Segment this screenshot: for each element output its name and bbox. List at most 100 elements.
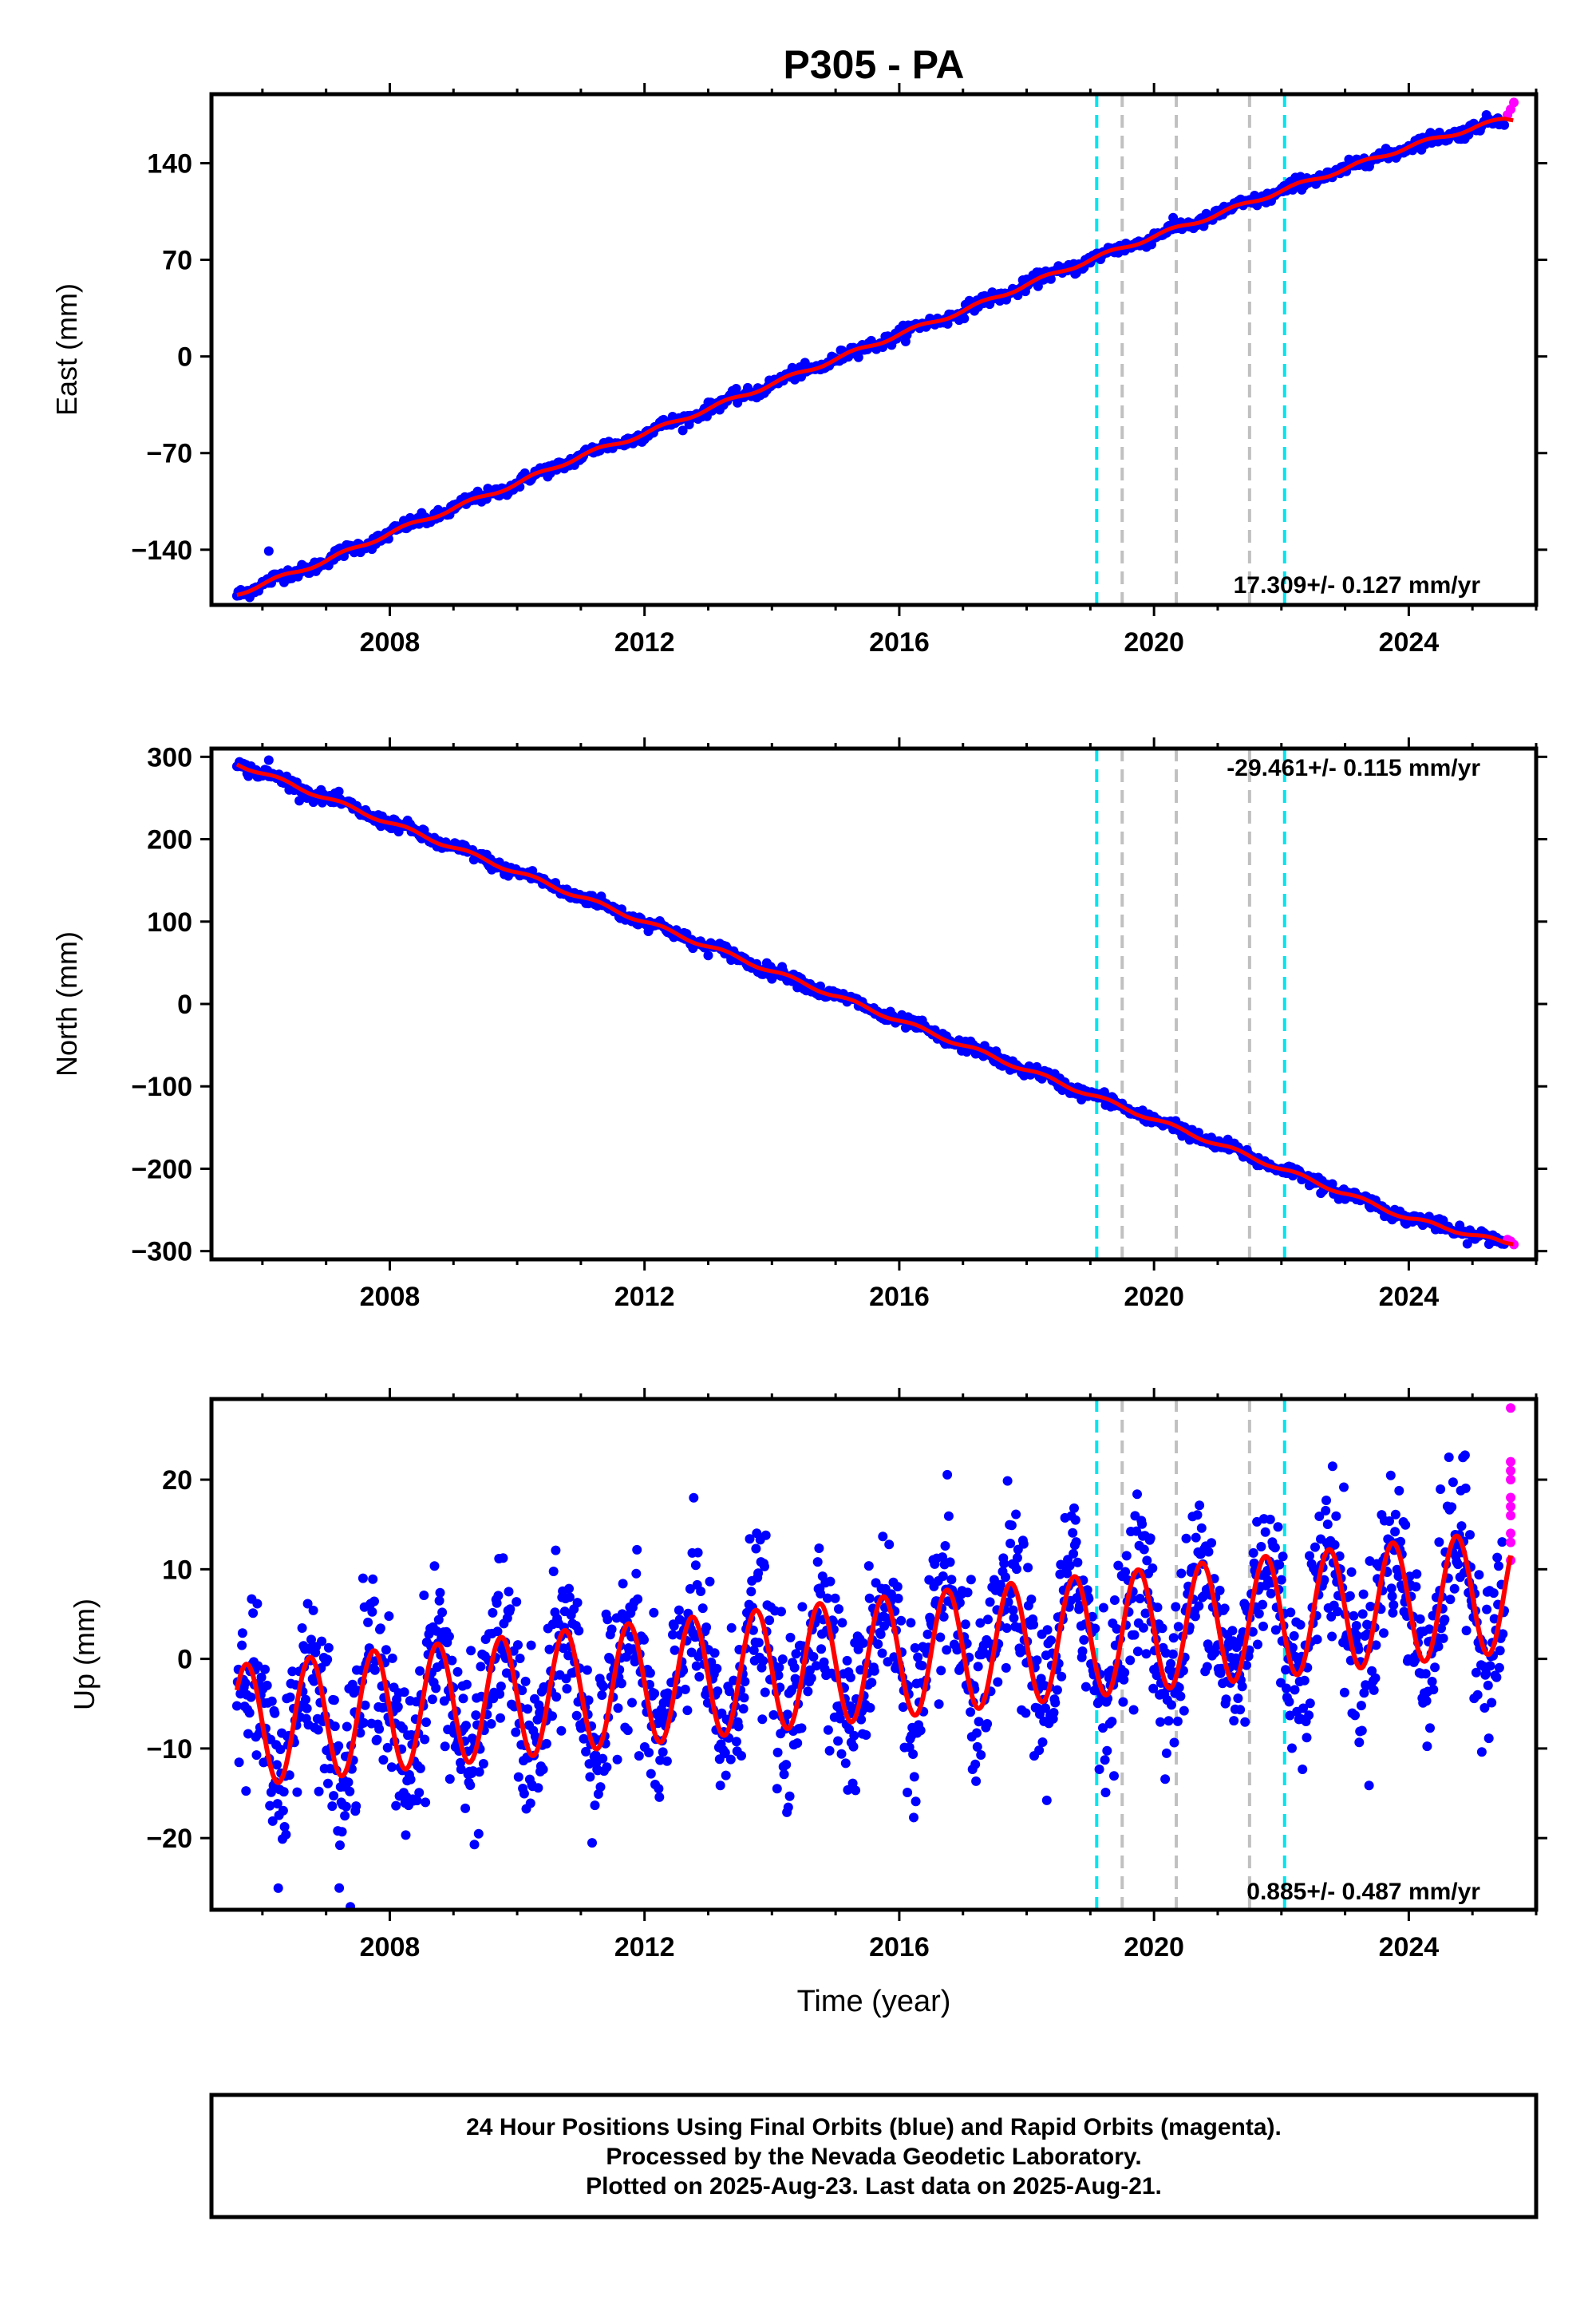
- final-orbit-point: [526, 1640, 536, 1650]
- final-orbit-point: [814, 1543, 824, 1553]
- final-orbit-point: [504, 1587, 514, 1597]
- final-orbit-point: [398, 1723, 408, 1733]
- final-orbit-point: [725, 1686, 735, 1697]
- rapid-orbit-point: [1506, 1492, 1516, 1503]
- final-orbit-point: [345, 1786, 355, 1796]
- final-orbit-point: [598, 1753, 608, 1764]
- final-orbit-point: [772, 1784, 782, 1794]
- final-orbit-point: [1356, 1701, 1366, 1711]
- final-orbit-point: [1350, 1710, 1360, 1721]
- up-ylabel: Up (mm): [68, 1599, 101, 1710]
- final-orbit-point: [776, 1607, 786, 1617]
- final-orbit-point: [782, 1709, 792, 1720]
- final-orbit-point: [1440, 1614, 1450, 1625]
- y-tick-label: 140: [147, 148, 192, 179]
- final-orbit-point: [534, 1700, 544, 1710]
- final-orbit-point: [602, 1762, 612, 1773]
- final-orbit-point: [713, 1686, 723, 1697]
- x-tick-label: 2012: [614, 1932, 675, 1962]
- final-orbit-point: [517, 1686, 527, 1696]
- x-tick-label: 2016: [869, 627, 930, 658]
- final-orbit-point: [975, 1618, 986, 1628]
- final-orbit-point: [911, 1796, 921, 1807]
- final-orbit-point: [753, 1638, 764, 1648]
- final-orbit-point: [909, 1772, 919, 1782]
- final-orbit-point: [922, 1629, 933, 1639]
- final-orbit-point: [1148, 1683, 1159, 1694]
- final-orbit-point: [946, 1575, 957, 1585]
- final-orbit-point: [898, 1702, 908, 1712]
- final-orbit-point: [292, 1787, 302, 1797]
- final-orbit-point: [1445, 1595, 1456, 1605]
- final-orbit-point: [830, 1593, 840, 1603]
- x-tick-label: 2008: [360, 627, 421, 658]
- final-orbit-point: [367, 1607, 377, 1617]
- final-orbit-point: [823, 1725, 833, 1735]
- final-orbit-point: [1304, 1710, 1314, 1721]
- final-orbit-point: [875, 1629, 886, 1639]
- final-orbit-point: [1369, 1685, 1379, 1695]
- final-orbit-point: [792, 1738, 803, 1749]
- north-ylabel: North (mm): [50, 931, 83, 1077]
- final-orbit-point: [938, 1571, 948, 1581]
- final-orbit-point: [739, 1693, 749, 1703]
- final-orbit-point: [1412, 1569, 1422, 1579]
- final-orbit-point: [1471, 1667, 1481, 1678]
- final-orbit-point: [1485, 1661, 1495, 1671]
- final-orbit-point: [654, 1792, 665, 1802]
- final-orbit-point: [590, 1800, 600, 1811]
- final-orbit-point: [1240, 1717, 1250, 1727]
- final-orbit-point: [1069, 1548, 1079, 1559]
- final-orbit-point: [1011, 1509, 1021, 1520]
- final-orbit-point: [414, 1788, 425, 1798]
- final-orbit-point: [1353, 1644, 1364, 1654]
- final-orbit-point: [1129, 1630, 1140, 1640]
- final-orbit-point: [458, 1694, 468, 1704]
- final-orbit-point: [924, 1575, 934, 1585]
- final-orbit-point: [1009, 1613, 1019, 1623]
- final-orbit-point: [237, 1628, 247, 1638]
- final-orbit-point: [842, 1655, 852, 1666]
- final-orbit-point: [1351, 1621, 1361, 1630]
- final-orbit-point: [1339, 1687, 1349, 1697]
- final-orbit-point: [284, 1770, 294, 1780]
- final-orbit-point: [369, 1596, 379, 1607]
- final-orbit-point: [1389, 1600, 1399, 1611]
- final-orbit-point: [680, 1684, 690, 1694]
- final-orbit-point: [884, 1539, 895, 1550]
- final-orbit-point: [658, 1747, 668, 1757]
- rapid-orbit-point: [1506, 1403, 1516, 1413]
- final-orbit-point: [663, 1690, 674, 1700]
- final-orbit-point: [252, 1599, 263, 1609]
- final-orbit-point: [1120, 1667, 1130, 1678]
- final-orbit-point: [971, 1776, 982, 1786]
- final-orbit-point: [513, 1640, 523, 1650]
- final-orbit-point: [420, 1734, 430, 1745]
- final-orbit-point: [1354, 1737, 1365, 1748]
- east-rate-label: 17.309+/- 0.127 mm/yr: [1234, 572, 1481, 599]
- final-orbit-point: [1284, 1697, 1294, 1707]
- final-orbit-point: [1488, 1588, 1499, 1599]
- final-orbit-point: [267, 1696, 277, 1706]
- final-orbit-point: [1194, 1601, 1204, 1611]
- final-orbit-point: [1436, 1623, 1446, 1634]
- final-orbit-point: [1254, 1609, 1264, 1618]
- final-orbit-point: [942, 1645, 952, 1655]
- final-orbit-point: [1282, 1683, 1291, 1694]
- north-points: [231, 755, 1519, 1250]
- final-orbit-point: [729, 1675, 739, 1686]
- caption-box: 24 Hour Positions Using Final Orbits (bl…: [209, 2093, 1539, 2219]
- final-orbit-point: [1075, 1600, 1084, 1611]
- final-orbit-point: [556, 1725, 567, 1736]
- final-orbit-point: [1242, 1660, 1251, 1670]
- final-orbit-point: [1387, 1591, 1397, 1602]
- final-orbit-point: [358, 1717, 369, 1728]
- final-orbit-point: [1098, 1603, 1108, 1613]
- y-tick-label: −100: [131, 1072, 192, 1102]
- final-orbit-point: [505, 1604, 516, 1614]
- final-orbit-point: [447, 1655, 457, 1666]
- final-orbit-point: [1001, 1662, 1011, 1673]
- final-orbit-point: [1171, 1602, 1181, 1612]
- final-orbit-point: [358, 1573, 368, 1583]
- final-orbit-point: [1173, 1622, 1183, 1632]
